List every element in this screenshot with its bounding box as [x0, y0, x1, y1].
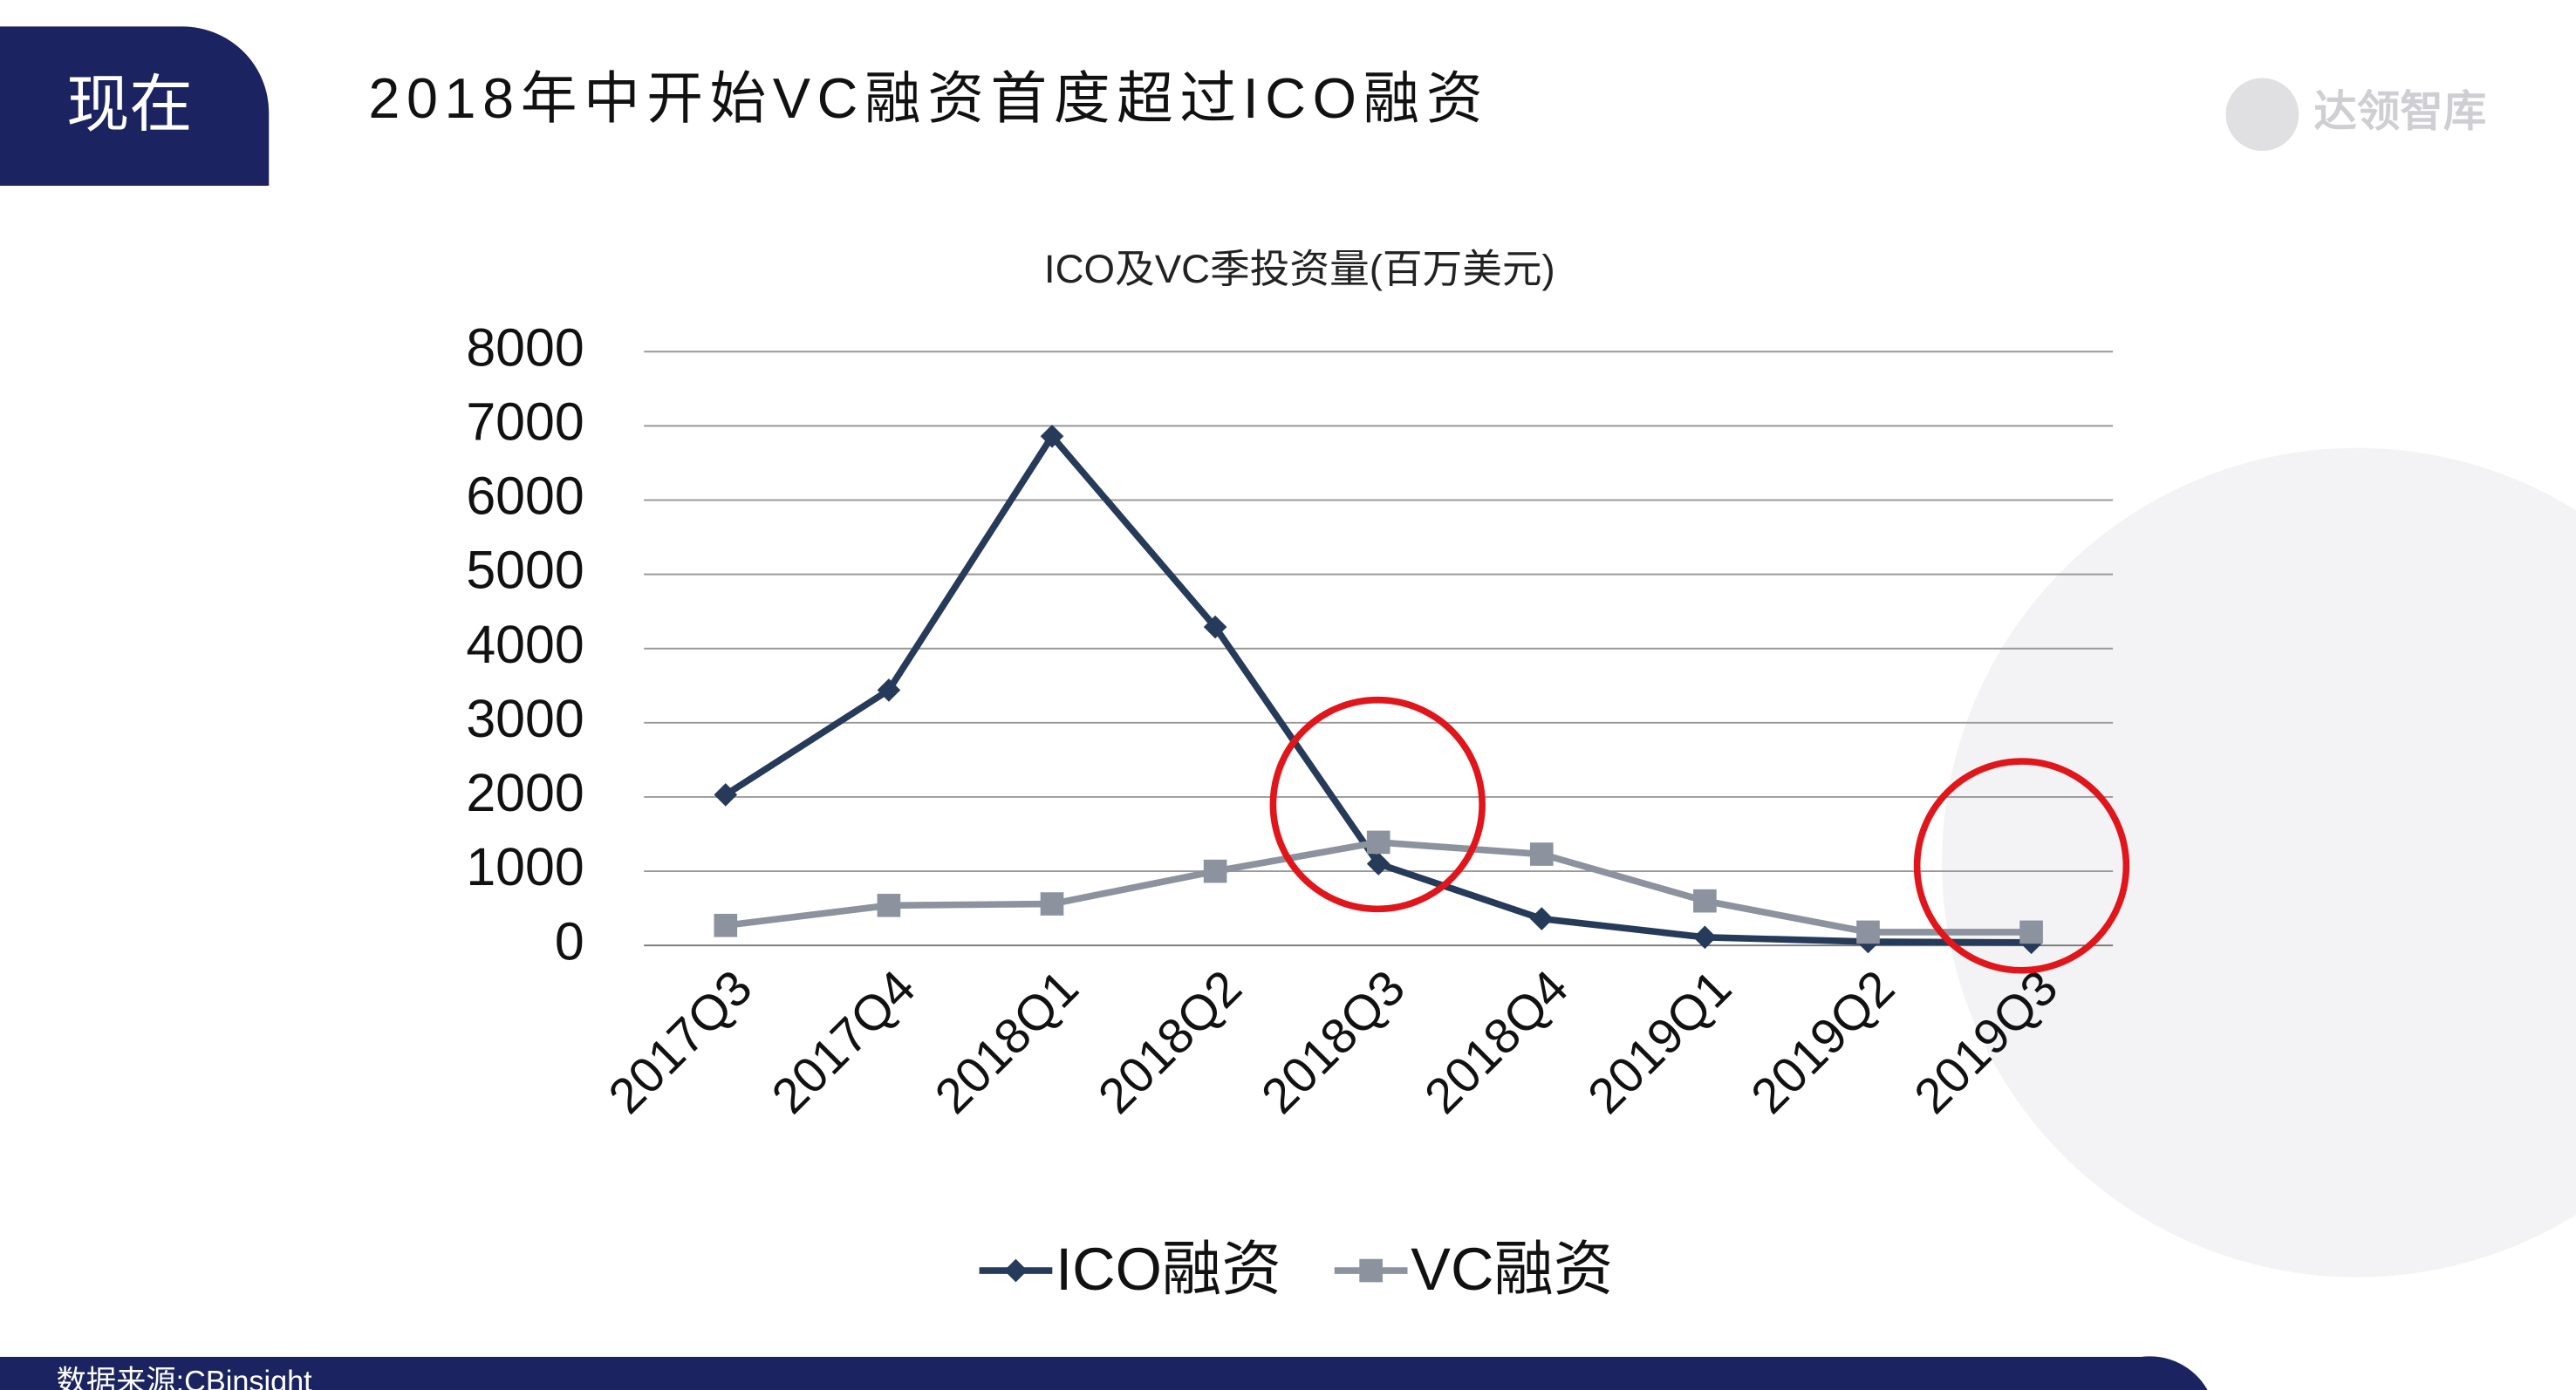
x-tick-label: 2017Q4 — [762, 960, 926, 1125]
data-point — [1366, 830, 1390, 855]
data-point — [1856, 920, 1880, 944]
data-point — [1693, 889, 1717, 913]
x-tick-label: 2018Q4 — [1414, 960, 1579, 1125]
plot: 0100020003000400050006000700080002017Q32… — [466, 317, 2114, 1303]
x-tick-label: 2018Q2 — [1088, 960, 1253, 1125]
y-tick-label: 5000 — [466, 541, 584, 600]
data-point — [1366, 852, 1390, 876]
y-tick-label: 6000 — [466, 467, 584, 526]
legend-marker — [1359, 1258, 1383, 1283]
data-point — [1040, 892, 1064, 916]
y-tick-label: 1000 — [466, 837, 584, 896]
footer-bar — [0, 1356, 2208, 1390]
y-tick-label: 4000 — [466, 615, 584, 674]
logo-icon — [2225, 78, 2299, 152]
x-tick-label: 2018Q3 — [1251, 960, 1416, 1125]
x-tick-label: 2019Q2 — [1740, 960, 1905, 1125]
data-point — [714, 783, 738, 807]
data-point — [1693, 925, 1717, 950]
source: 数据来源:CBinsight — [57, 1365, 312, 1390]
y-tick-label: 3000 — [466, 689, 584, 748]
watermark — [1942, 447, 2576, 1278]
chart-title: ICO及VC季投资量(百万美元) — [1044, 247, 1555, 291]
section-tab — [0, 26, 270, 187]
data-point — [714, 913, 738, 937]
y-tick-label: 7000 — [466, 392, 584, 451]
data-point — [1203, 615, 1227, 639]
y-tick-label: 0 — [555, 911, 584, 971]
y-tick-label: 8000 — [466, 317, 584, 377]
data-point — [877, 893, 901, 917]
section-label: 现在 — [66, 71, 193, 140]
x-tick-label: 2017Q3 — [598, 960, 763, 1125]
data-point — [1529, 842, 1554, 866]
data-point — [2019, 920, 2043, 944]
y-tick-label: 2000 — [466, 763, 584, 822]
data-point — [1529, 907, 1554, 930]
legend-marker — [1004, 1258, 1028, 1283]
legend-label: VC融资 — [1411, 1236, 1613, 1303]
data-point — [1040, 424, 1064, 448]
highlight-circle — [1913, 758, 2130, 974]
logo-text: 达领智库 — [2313, 87, 2486, 135]
data-point — [877, 678, 901, 702]
highlight-circle — [1269, 696, 1486, 913]
x-tick-label: 2019Q1 — [1577, 960, 1742, 1125]
page-title: 2018年中开始VC融资首度超过ICO融资 — [368, 66, 1489, 130]
data-point — [1203, 859, 1227, 883]
legend-label: ICO融资 — [1056, 1236, 1281, 1303]
x-tick-label: 2018Q1 — [925, 960, 1090, 1125]
